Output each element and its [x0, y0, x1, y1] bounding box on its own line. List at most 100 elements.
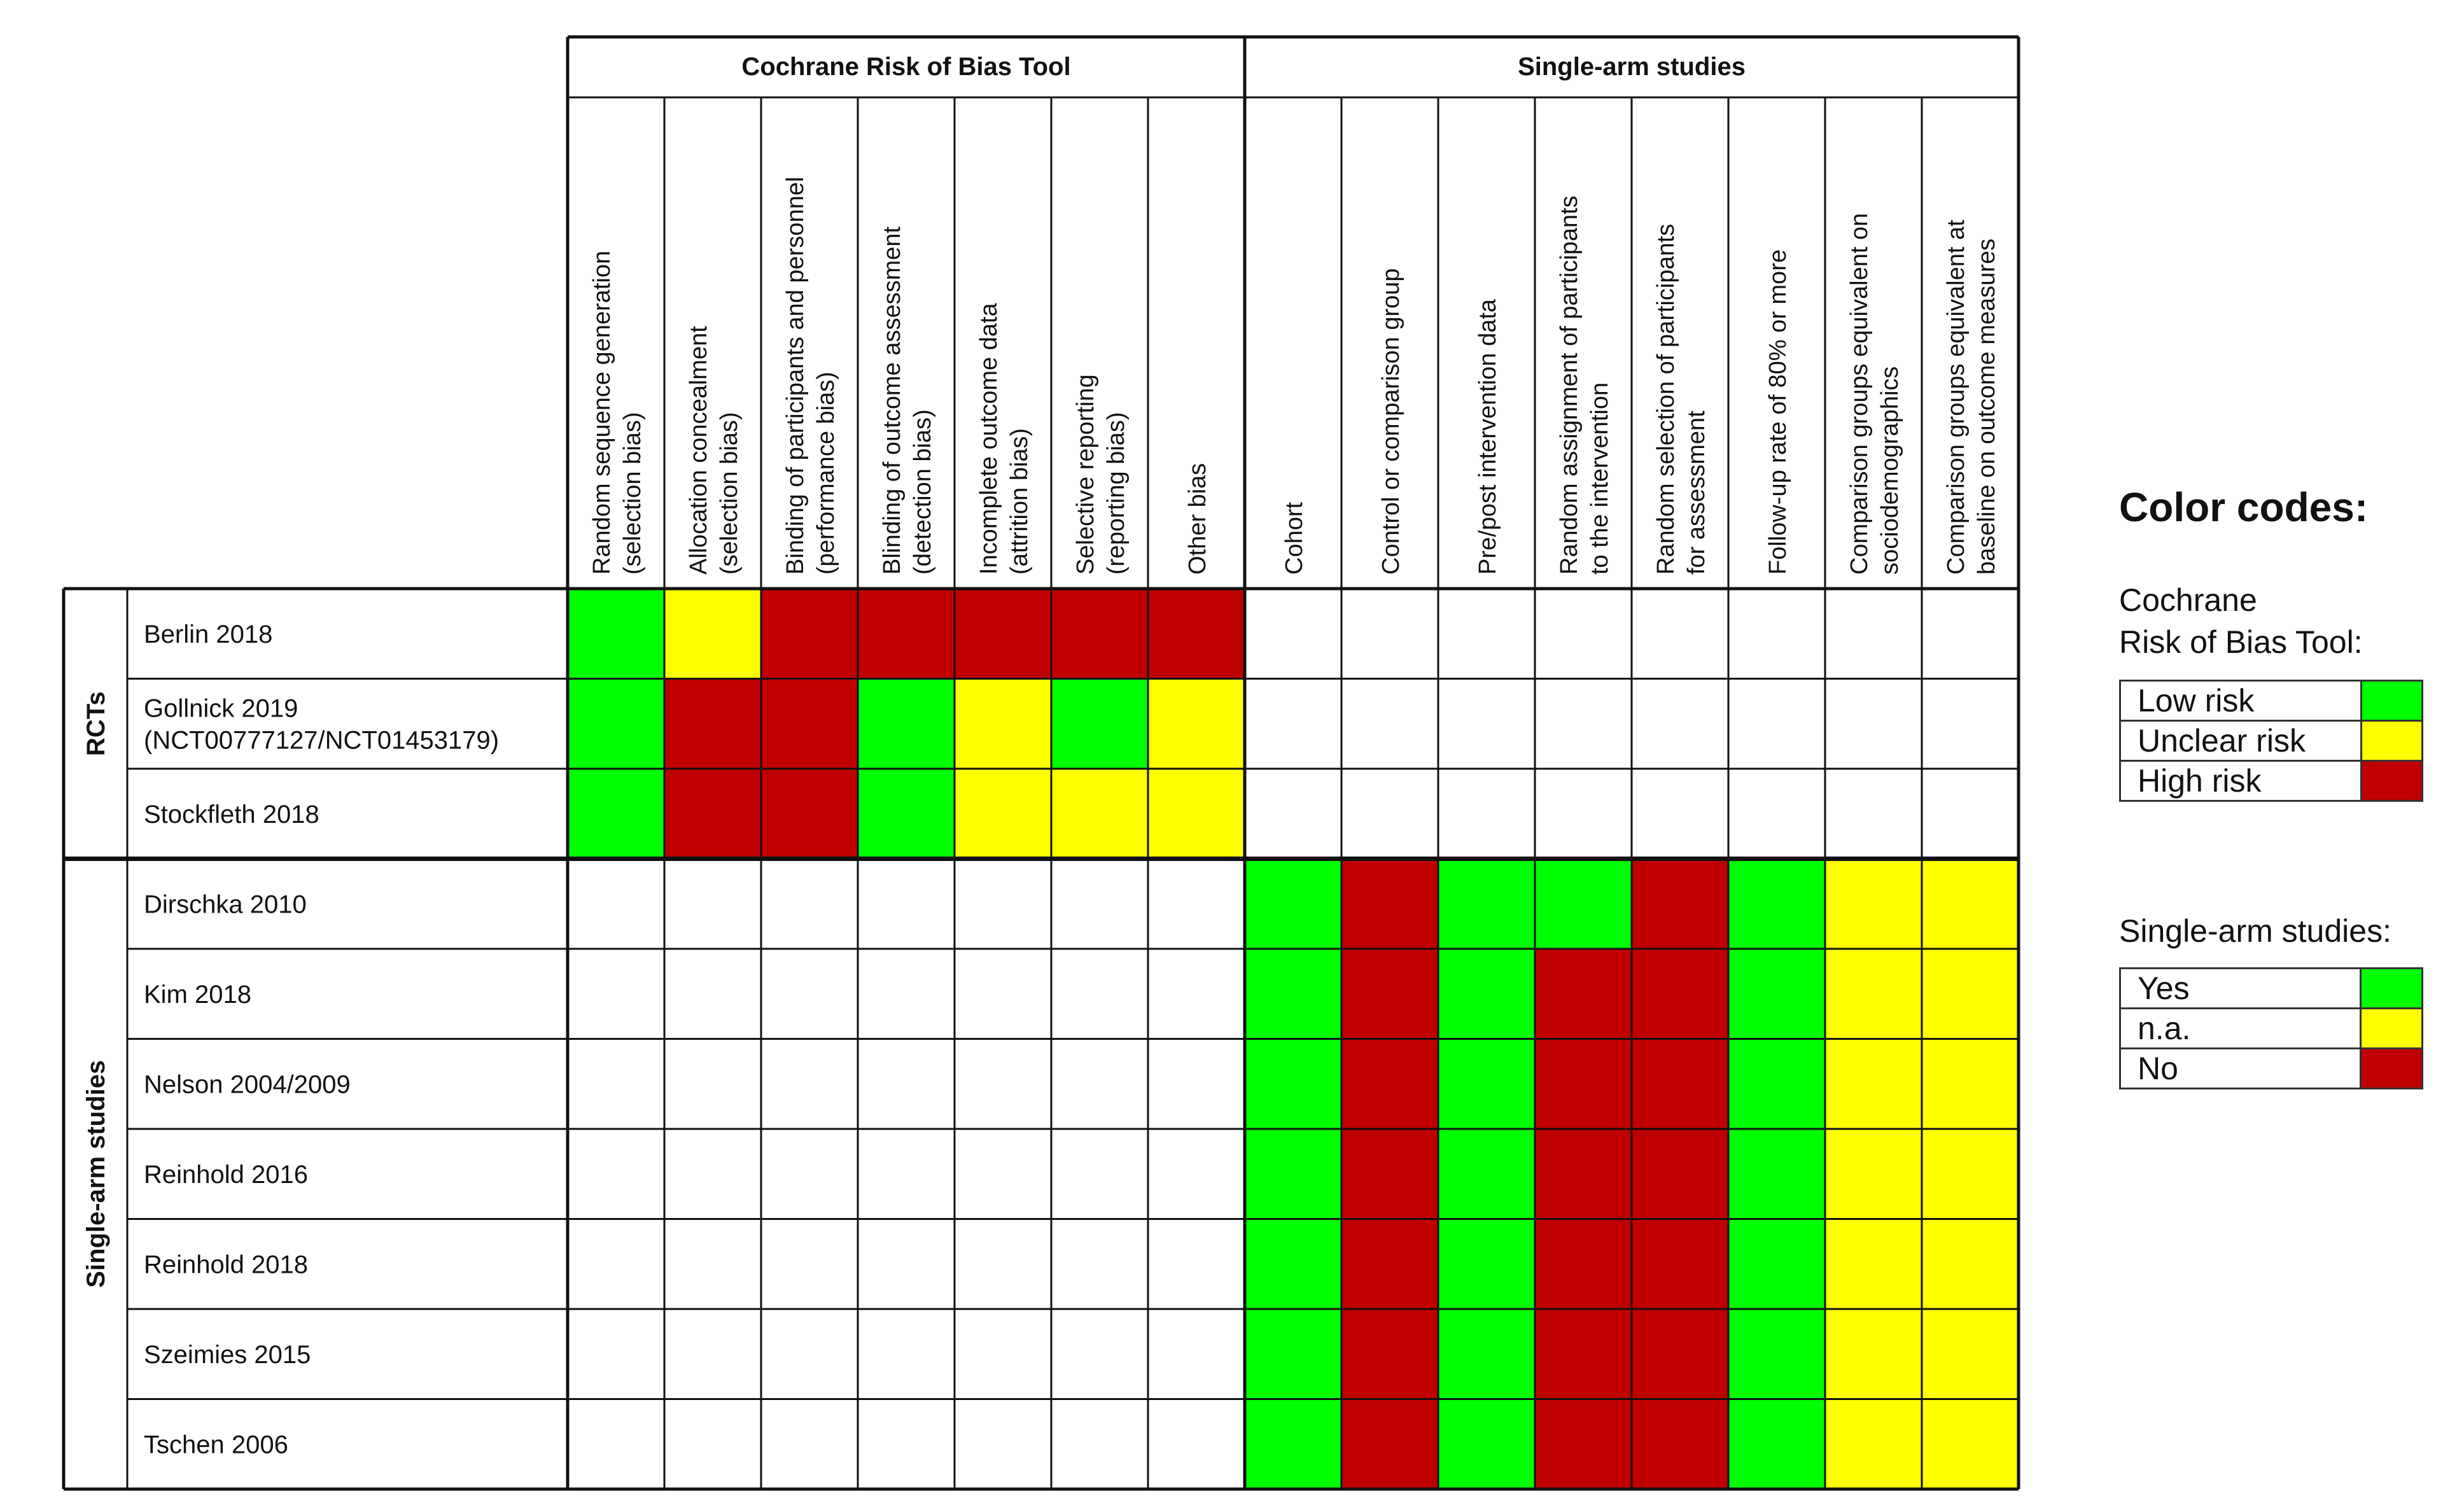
- rating-cell: [1825, 589, 1922, 679]
- rating-cell: [1341, 589, 1438, 679]
- legend-label-low-risk: Low risk: [2118, 680, 2363, 722]
- rating-cell: [1148, 1309, 1245, 1399]
- legend-single-arm-title: Single-arm studies:: [2119, 913, 2391, 949]
- rating-cell: [1825, 1129, 1922, 1219]
- study-label: Szeimies 2015: [144, 1341, 311, 1369]
- legend-row-unclear-risk: Unclear risk: [2118, 720, 2423, 762]
- column-header: Binding of participants and personnel: [782, 177, 809, 575]
- rating-cell: [761, 858, 858, 949]
- rating-cell: [1922, 858, 2019, 949]
- study-label: Nelson 2004/2009: [144, 1070, 351, 1098]
- rating-cell: [568, 1399, 664, 1489]
- rating-cell: [664, 858, 761, 949]
- rating-cell: [664, 1219, 761, 1309]
- rating-cell: [1825, 858, 1922, 949]
- rating-cell: [1438, 1399, 1535, 1489]
- rating-cell: [1922, 1399, 2019, 1489]
- rating-cell: [858, 1219, 955, 1309]
- column-header: Other bias: [1184, 463, 1211, 575]
- rating-cell: [1051, 858, 1148, 949]
- rating-cell: [761, 1129, 858, 1219]
- rating-cell: [1051, 1039, 1148, 1129]
- rating-cell: [1148, 1129, 1245, 1219]
- rating-cell: [955, 1039, 1051, 1129]
- rating-cell: [1825, 769, 1922, 859]
- rating-cell: [664, 769, 761, 859]
- column-header: to the intervention: [1586, 382, 1613, 575]
- rating-cell: [761, 589, 858, 679]
- rating-cell: [1341, 769, 1438, 859]
- rating-cell: [1922, 769, 2019, 859]
- study-label: Tschen 2006: [144, 1431, 288, 1459]
- rating-cell: [1825, 1219, 1922, 1309]
- legend-cochrane-table: Low risk Unclear risk High risk: [2118, 680, 2423, 802]
- risk-of-bias-table: Cochrane Risk of Bias Tool Single-arm stu…: [62, 35, 2020, 1491]
- rating-cell: [1341, 678, 1438, 769]
- rating-cell: [1341, 1309, 1438, 1399]
- rating-cell: [1051, 678, 1148, 769]
- legend-row-low-risk: Low risk: [2118, 680, 2423, 722]
- rating-cell: [1148, 589, 1245, 679]
- legend-label-no: No: [2118, 1047, 2362, 1089]
- rating-cell: [1535, 1399, 1632, 1489]
- rating-cell: [761, 769, 858, 859]
- rating-cell: [1438, 769, 1535, 859]
- rating-cell: [1341, 858, 1438, 949]
- study-label: (NCT00777127/NCT01453179): [144, 726, 499, 754]
- rating-cell: [955, 678, 1051, 769]
- rating-cell: [1535, 858, 1632, 949]
- rating-cell: [1825, 678, 1922, 769]
- rating-cell: [1438, 858, 1535, 949]
- rating-cell: [568, 678, 664, 769]
- legend-label-high-risk: High risk: [2118, 760, 2363, 802]
- rating-cell: [955, 1219, 1051, 1309]
- legend-label-unclear-risk: Unclear risk: [2118, 720, 2363, 762]
- rating-cell: [761, 678, 858, 769]
- rating-cell: [1245, 949, 1341, 1039]
- rating-cell: [955, 1399, 1051, 1489]
- rating-cell: [1728, 949, 1825, 1039]
- column-header: Cohort: [1281, 502, 1308, 575]
- column-header: for assessment: [1683, 410, 1710, 575]
- rating-cell: [1341, 1039, 1438, 1129]
- legend-label-yes: Yes: [2118, 967, 2362, 1009]
- legend-row-high-risk: High risk: [2118, 760, 2423, 802]
- rating-cell: [1051, 949, 1148, 1039]
- rating-cell: [1922, 1219, 2019, 1309]
- legend-row-yes: Yes: [2118, 967, 2423, 1009]
- rating-cell: [1051, 1219, 1148, 1309]
- rating-cell: [1632, 678, 1728, 769]
- column-header: sociodemographics: [1877, 367, 1903, 575]
- rating-cell: [568, 1309, 664, 1399]
- rating-cell: [1728, 858, 1825, 949]
- column-header: Blinding of outcome assessment: [879, 226, 906, 575]
- rating-cell: [955, 769, 1051, 859]
- rating-cell: [1245, 1219, 1341, 1309]
- column-header: Selective reporting: [1072, 374, 1099, 575]
- rating-cell: [664, 589, 761, 679]
- rating-cell: [568, 1039, 664, 1129]
- column-header: Allocation concealment: [685, 326, 712, 575]
- rating-cell: [761, 1219, 858, 1309]
- rating-cell: [1438, 949, 1535, 1039]
- rating-cell: [955, 589, 1051, 679]
- study-label: Dirschka 2010: [144, 890, 307, 918]
- rating-cell: [1632, 1129, 1728, 1219]
- rating-cell: [858, 949, 955, 1039]
- rating-cell: [1728, 678, 1825, 769]
- header-group-single-arm: Single-arm studies: [1518, 53, 1746, 81]
- rating-cell: [1535, 1039, 1632, 1129]
- column-header: (attrition bias): [1006, 428, 1033, 575]
- legend-cochrane-title-line2: Risk of Bias Tool:: [2119, 624, 2363, 660]
- rating-cell: [1245, 1399, 1341, 1489]
- rating-cell: [1148, 858, 1245, 949]
- rating-cell: [1148, 1219, 1245, 1309]
- rating-cell: [1535, 589, 1632, 679]
- legend-swatch-low-risk: [2360, 680, 2423, 722]
- legend-swatch-na: [2360, 1007, 2423, 1049]
- rating-cell: [1632, 1039, 1728, 1129]
- rating-cell: [1632, 1309, 1728, 1399]
- rating-cell: [1632, 949, 1728, 1039]
- rating-cell: [858, 858, 955, 949]
- study-label: Reinhold 2016: [144, 1161, 308, 1189]
